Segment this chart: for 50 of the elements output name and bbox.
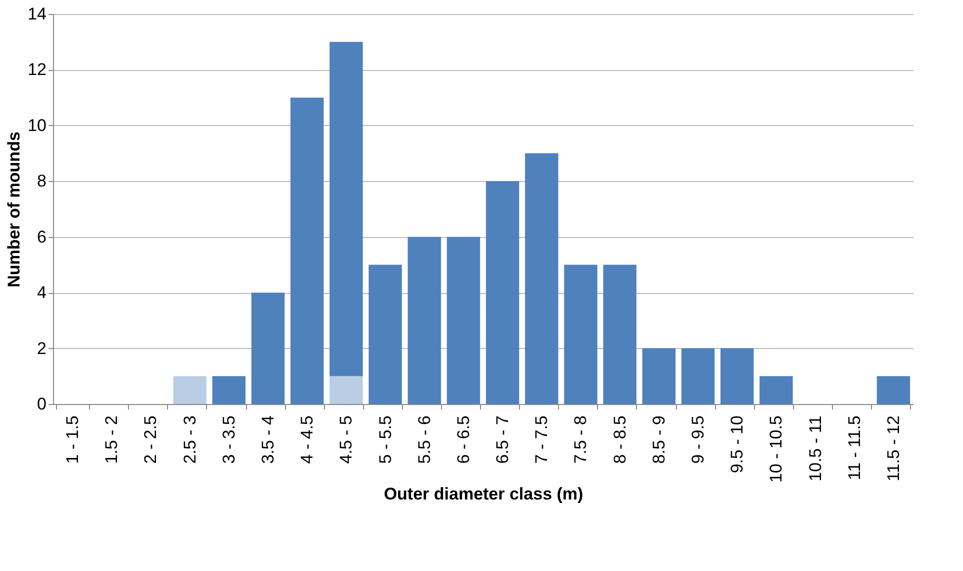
y-tick-label: 6 [37,227,46,246]
x-tick-label: 6.5 - 7 [493,416,512,464]
x-tick-label: 3 - 3.5 [219,416,238,464]
y-axis-title: Number of mounds [4,132,24,288]
x-tick-label: 2.5 - 3 [180,416,200,464]
bar [525,153,558,404]
x-tick-label: 4.5 - 5 [336,416,356,464]
bar [408,236,441,404]
x-tick-label: 9.5 - 10 [728,416,747,474]
x-tick-label: 4 - 4.5 [298,416,317,464]
y-tick-label: 14 [28,4,46,24]
y-tick-label: 0 [37,394,46,414]
x-tick-label: 7 - 7.5 [532,416,552,464]
bar [564,264,598,404]
bar [251,292,285,404]
x-tick-label: 7.5 - 8 [571,416,590,464]
y-tick-label: 12 [28,60,46,80]
y-tick-label: 10 [28,116,46,135]
x-tick-label: 8 - 8.5 [610,416,630,464]
bar [642,348,676,404]
bar [760,376,793,404]
bar [212,376,246,404]
x-tick-label: 5 - 5.5 [376,416,395,464]
y-tick-label: 2 [37,338,46,358]
bar [290,98,324,404]
x-tick-label: 1 - 1.5 [63,416,82,464]
bar [330,42,363,376]
x-tick-label: 1.5 - 2 [102,416,122,464]
y-tick-label: 4 [37,283,46,302]
y-tick-label: 8 [37,172,46,191]
x-tick-label: 8.5 - 9 [649,416,668,464]
bar [330,376,363,404]
bar [486,181,520,404]
x-tick-label: 11 - 11.5 [844,416,864,480]
x-tick-label: 9 - 9.5 [688,416,708,464]
x-tick-label: 10.5 - 11 [806,416,825,482]
x-tick-label: 3.5 - 4 [258,416,278,464]
x-tick-label: 10 - 10.5 [766,416,786,483]
bar [368,264,402,404]
x-tick-label: 11.5 - 12 [884,416,903,482]
bar [681,348,715,404]
x-tick-label: 5.5 - 6 [414,416,434,464]
bar [720,348,754,404]
bar [173,376,206,404]
bar [603,264,636,404]
bar [446,236,480,404]
x-axis-title: Outer diameter class (m) [384,484,584,504]
x-tick-label: 2 - 2.5 [141,416,160,464]
bar [876,376,910,404]
x-tick-label: 6 - 6.5 [454,416,473,464]
